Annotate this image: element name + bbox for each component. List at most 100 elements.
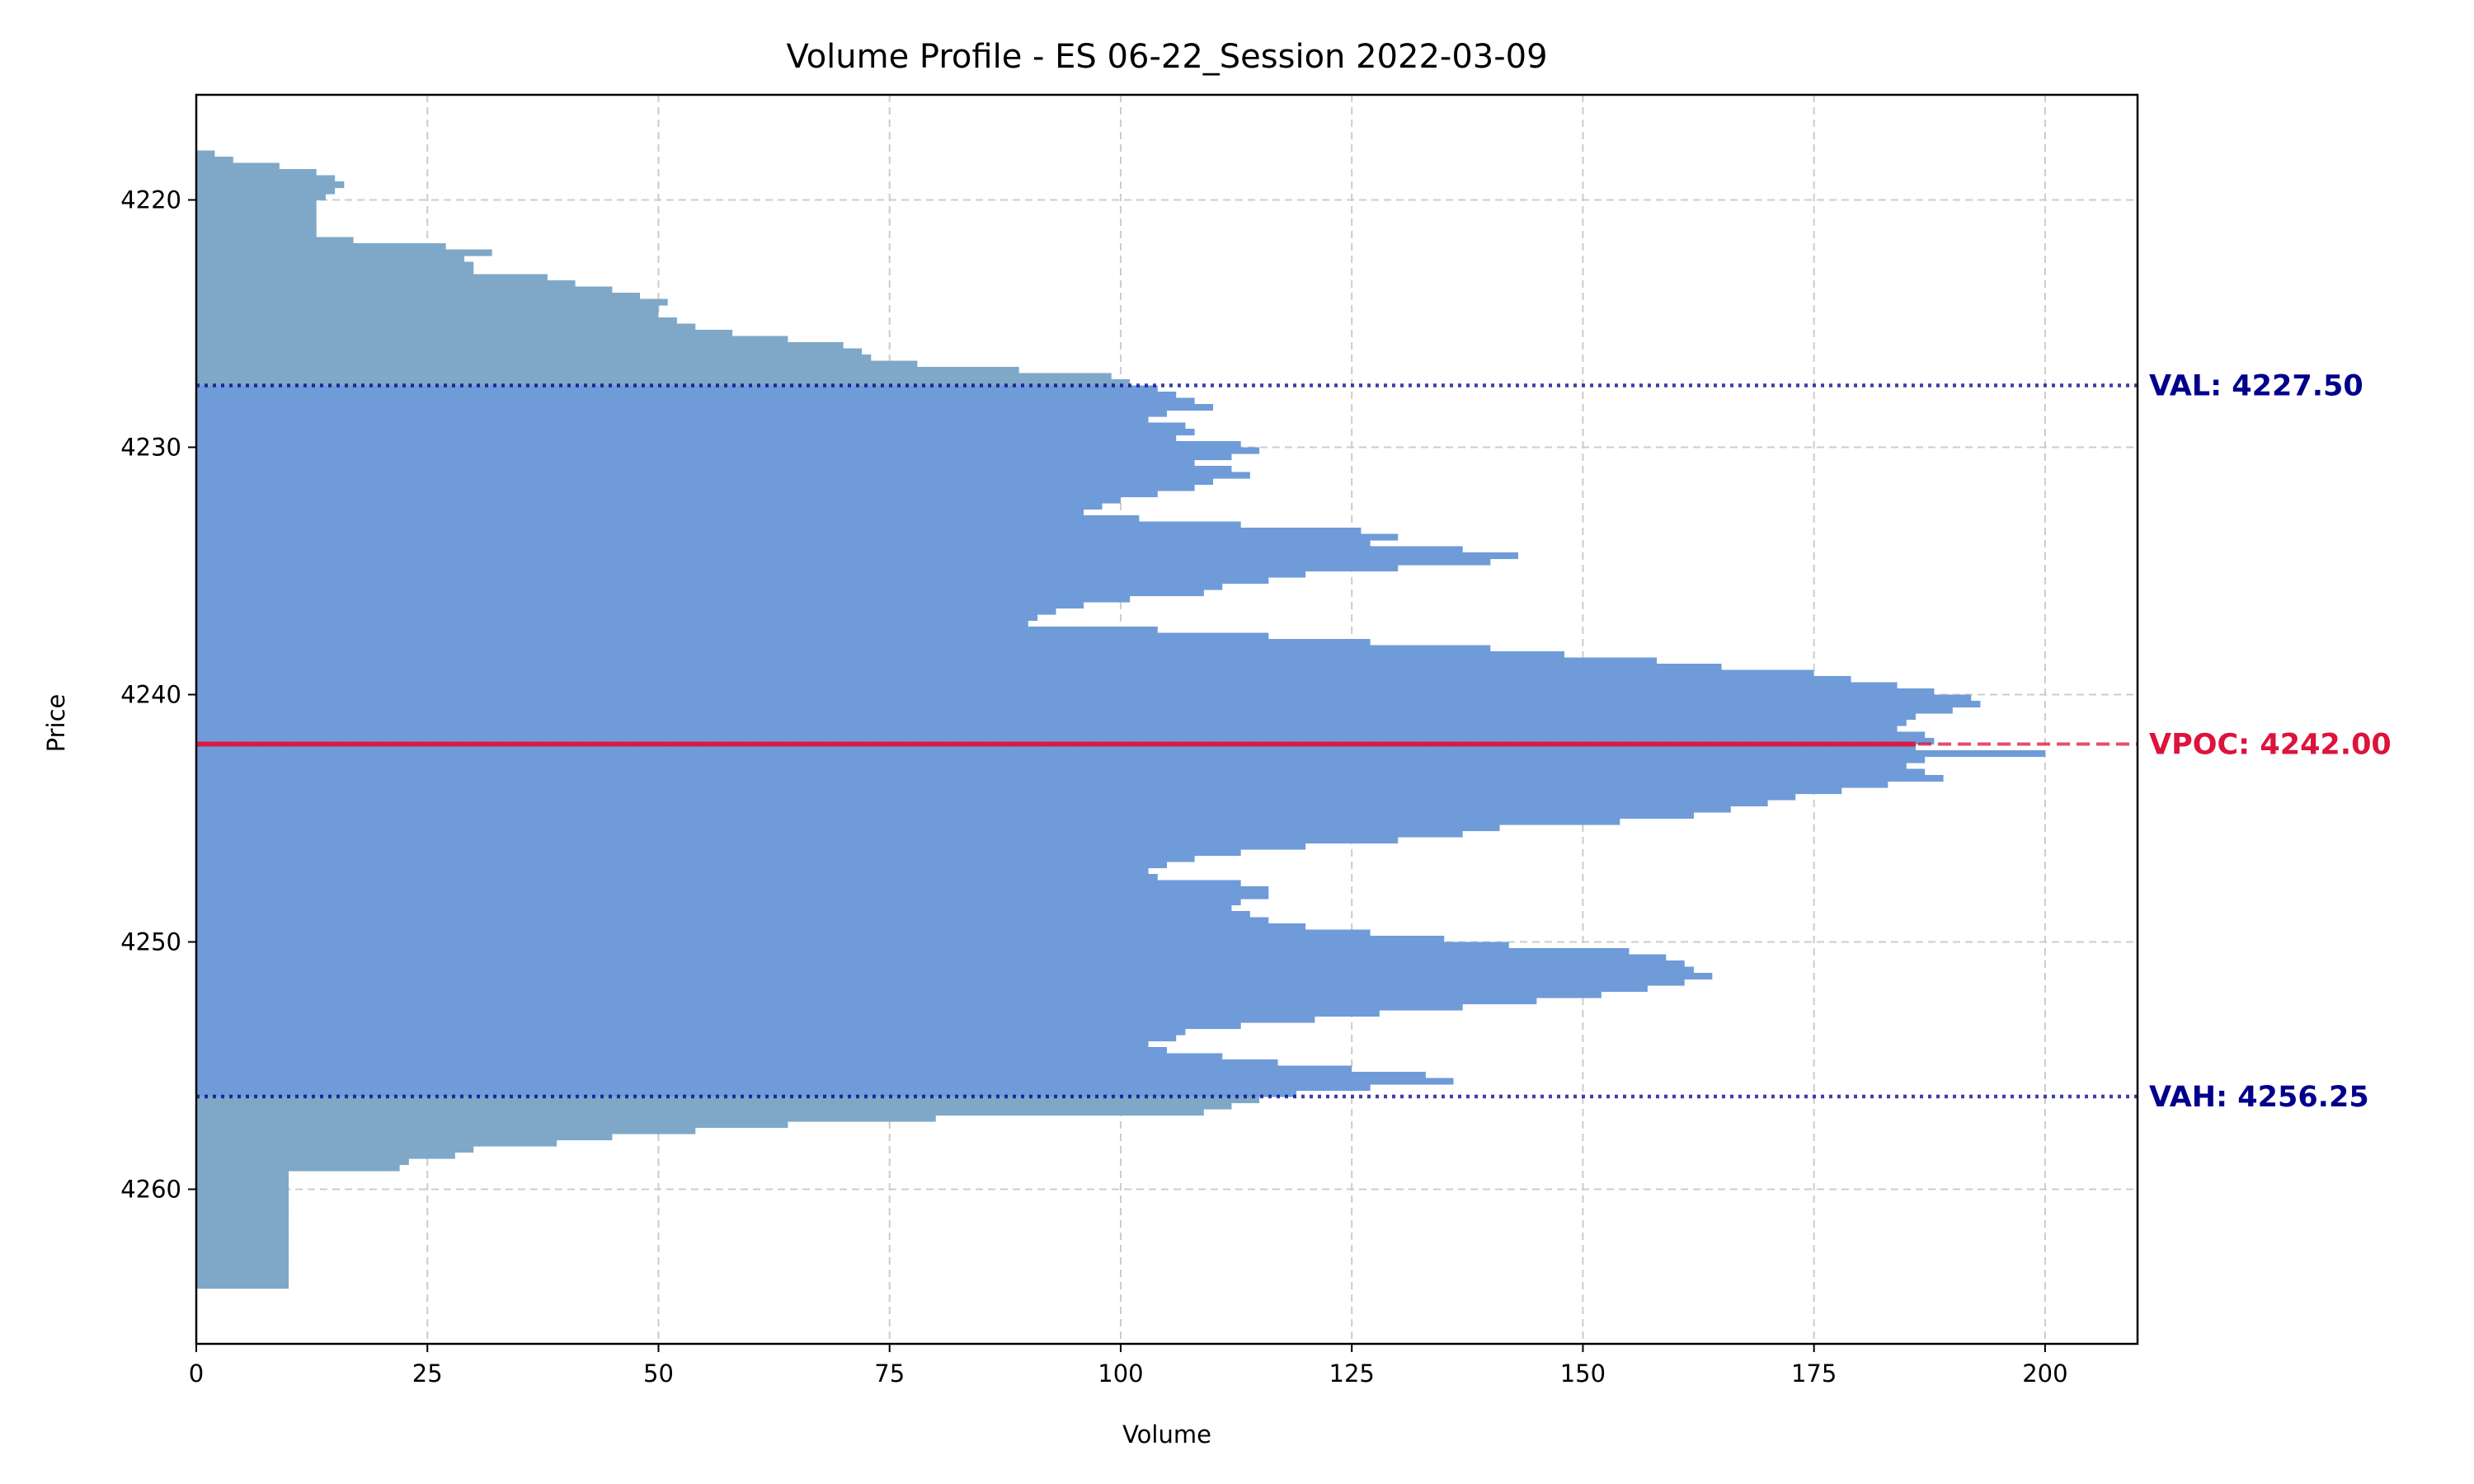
volume-bar [196,1010,1380,1017]
volume-bar [196,249,492,256]
volume-bar [196,1245,289,1252]
volume-bar [196,509,1084,516]
x-tick-label: 25 [412,1360,443,1388]
x-axis-ticks: 0 25 50 75 100 125 150 175 200 [189,1344,2068,1388]
volume-bar [196,392,1177,399]
volume-bar [196,583,1223,590]
volume-bar [196,855,1195,862]
volume-bar [196,200,317,207]
volume-bar [196,701,1981,708]
volume-bar [196,286,613,294]
volume-bar [196,1040,1149,1048]
x-tick-label: 50 [643,1360,674,1388]
volume-bar [196,892,1269,899]
x-axis-label: Volume [1122,1421,1211,1449]
volume-bar [196,1257,289,1265]
volume-bar [196,843,1306,850]
volume-bar [196,336,788,343]
volume-bar [196,1238,289,1246]
volume-bar [196,1171,289,1178]
y-axis-ticks: 4220 4230 4240 4250 4260 [120,186,196,1204]
volume-bar [196,1139,557,1147]
y-tick-label: 4230 [120,434,181,462]
y-tick-label: 4220 [120,186,181,214]
volume-bar [196,533,1399,541]
volume-bar [196,775,1944,782]
volume-bar [196,466,1232,473]
volume-bar [196,676,1851,683]
volume-bar [196,224,317,232]
volume-bar [196,1201,289,1209]
volume-bar [196,1226,289,1233]
volume-bar [196,1003,1463,1011]
y-tick-label: 4240 [120,681,181,709]
level-lines [196,383,2138,1099]
volume-bar [196,1115,936,1122]
x-tick-label: 150 [1560,1360,1606,1388]
volume-bar [196,1263,289,1270]
volume-bar [196,298,668,306]
volume-bar [196,1152,455,1159]
volume-bar [196,348,863,355]
volume-bar [196,614,1038,622]
volume-bar [196,1053,1223,1060]
volume-bar [196,911,1250,918]
volume-bar [196,472,1250,479]
volume-bar [196,212,317,219]
volume-bar [196,1176,289,1184]
volume-bar [196,268,474,275]
volume-bar [196,849,1241,857]
volume-bar [196,682,1898,689]
volume-bar [196,496,1121,504]
volume-bar [196,880,1241,887]
val-label: VAL: 4227.50 [2149,370,2363,403]
volume-bar [196,904,1232,912]
volume-bar [196,1158,409,1166]
volume-bar [196,744,1916,751]
volume-bar [196,1282,289,1289]
volume-bar [196,305,659,312]
volume-bar [196,521,1241,528]
volume-bar [196,1109,1204,1116]
volume-bar [196,960,1685,968]
volume-bar [196,800,1768,807]
volume-bar [196,874,1158,881]
volume-bar [196,1146,474,1153]
volume-bar [196,441,1241,448]
volume-bar [196,404,1214,411]
volume-bar [196,459,1195,467]
volume-bar [196,923,1306,931]
volume-bar [196,787,1842,795]
volume-bar [196,1084,1371,1092]
volume-bar [196,367,1019,374]
volume-bar [196,261,474,269]
volume-bar [196,620,1028,627]
volume-bar [196,805,1731,813]
volume-bar [196,484,1195,491]
level-labels: VAL: 4227.50 VPOC: 4242.00 VAH: 4256.25 [2149,370,2392,1115]
volume-bar [196,998,1537,1005]
volume-bar [196,503,1103,510]
volume-bar [196,1022,1241,1030]
x-tick-label: 175 [1791,1360,1837,1388]
volume-bar [196,1078,1454,1085]
volume-bar [196,565,1399,572]
volume-bar [196,824,1500,832]
volume-bar [196,639,1371,646]
volume-bar [196,929,1371,937]
volume-bar [196,830,1463,838]
volume-bar [196,311,659,318]
volume-bar [196,669,1814,677]
volume-bar [196,991,1602,998]
volume-bar [196,793,1796,801]
volume-bar [196,632,1269,640]
volume-bar [196,528,1362,535]
volume-bar [196,385,1158,392]
x-tick-label: 100 [1098,1360,1143,1388]
volume-bar [196,985,1648,993]
volume-bar [196,973,1713,980]
volume-bar [196,1097,1260,1104]
volume-bar [196,317,677,325]
volume-bar [196,731,1926,739]
